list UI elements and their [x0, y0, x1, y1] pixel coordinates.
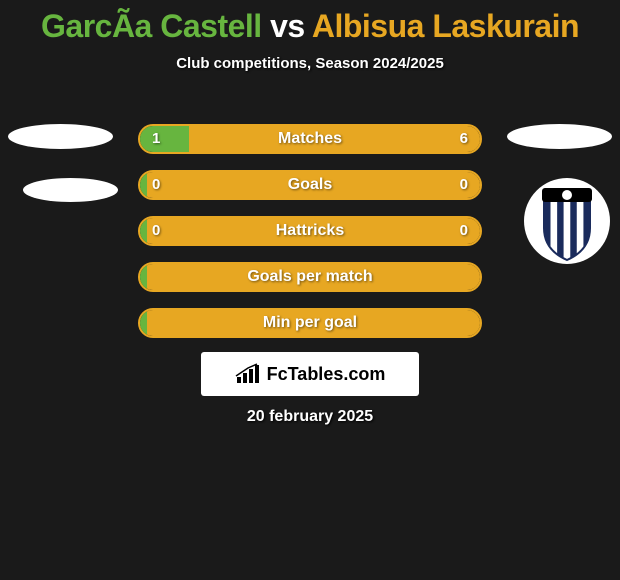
brand-box[interactable]: FcTables.com: [201, 352, 419, 396]
page-title: GarcÃ­a Castell vs Albisua Laskurain: [0, 0, 620, 45]
title-player2: Albisua Laskurain: [312, 8, 579, 44]
stat-row: Goals per match: [138, 262, 482, 292]
brand-text: FcTables.com: [267, 364, 386, 385]
stat-label: Min per goal: [140, 310, 480, 336]
avatar-placeholder-left-2: [23, 178, 118, 202]
bar-chart-icon: [235, 363, 263, 385]
stat-row: 00Goals: [138, 170, 482, 200]
club-badge-right: [524, 178, 610, 264]
shield-icon: [524, 178, 610, 264]
stat-row: Min per goal: [138, 308, 482, 338]
stats-container: 16Matches 00Goals 00Hattricks Goals per mat…: [138, 124, 482, 354]
title-vs: vs: [270, 8, 305, 44]
stat-label: Goals: [140, 172, 480, 198]
avatar-placeholder-left-1: [8, 124, 113, 149]
stat-label: Hattricks: [140, 218, 480, 244]
stat-row: 00Hattricks: [138, 216, 482, 246]
avatar-placeholder-right-1: [507, 124, 612, 149]
date-text: 20 february 2025: [0, 408, 620, 426]
subtitle: Club competitions, Season 2024/2025: [0, 55, 620, 72]
stat-label: Goals per match: [140, 264, 480, 290]
title-player1: GarcÃ­a Castell: [41, 8, 262, 44]
stat-row: 16Matches: [138, 124, 482, 154]
stat-label: Matches: [140, 126, 480, 152]
